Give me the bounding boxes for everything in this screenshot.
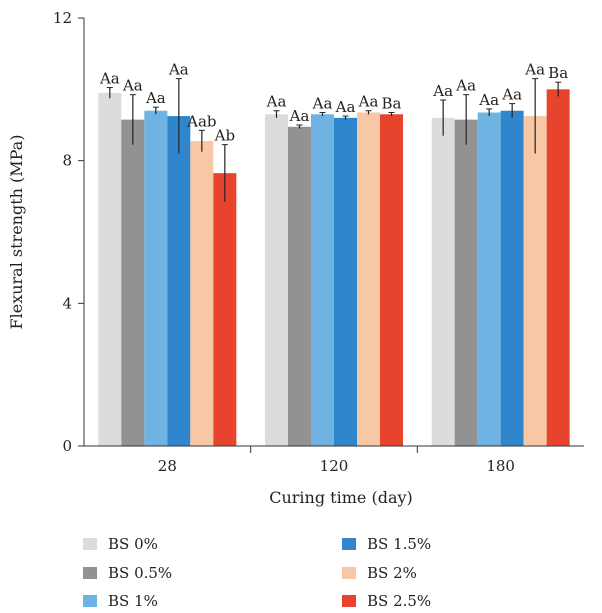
legend-item: BS 1.5% [342, 535, 431, 553]
legend-label: BS 1.5% [367, 535, 431, 553]
legend-item: BS 0.5% [83, 564, 172, 582]
legend-swatch [83, 595, 97, 607]
bar [546, 89, 570, 446]
bar [477, 112, 501, 447]
bar [334, 117, 357, 446]
bar [357, 112, 380, 447]
legend-swatch [342, 538, 356, 550]
bar [98, 92, 122, 447]
significance-label: Aa [145, 89, 166, 107]
bar [213, 173, 237, 446]
significance-label: Ab [214, 127, 235, 145]
significance-label: Aa [524, 61, 545, 79]
bar [380, 114, 403, 447]
y-axis-title: Flexural strength (MPa) [7, 135, 26, 330]
bar [144, 110, 168, 446]
significance-label: Ba [382, 95, 402, 113]
y-tick-label: 4 [62, 294, 72, 312]
legend: BS 0% BS 0.5% BS 1% BS 1.5% BS 2% BS 2.5% [83, 535, 431, 610]
legend-item: BS 1% [83, 592, 158, 610]
legend-item: BS 0% [83, 535, 158, 553]
significance-label: Aab [186, 112, 216, 130]
significance-label: Aa [122, 77, 143, 95]
bar [500, 110, 524, 446]
legend-label: BS 2.5% [367, 592, 431, 610]
x-axis-title: Curing time (day) [269, 488, 413, 507]
y-tick-label: 8 [62, 152, 72, 170]
legend-item: BS 2.5% [342, 592, 431, 610]
bar [311, 114, 334, 447]
significance-label: Aa [312, 95, 333, 113]
bar [523, 116, 547, 446]
legend-label: BS 1% [108, 592, 158, 610]
significance-label: Aa [335, 98, 356, 116]
legend-swatch [83, 538, 97, 550]
legend-item: BS 2% [342, 564, 417, 582]
x-tick-label: 28 [158, 457, 177, 475]
bar [454, 119, 478, 447]
significance-label: Aa [358, 93, 379, 111]
bar [431, 117, 455, 446]
significance-label: Aa [168, 61, 189, 79]
x-tick-label: 120 [320, 457, 349, 475]
significance-label: Aa [99, 70, 120, 88]
significance-label: Aa [266, 93, 287, 111]
legend-swatch [342, 595, 356, 607]
y-axis-ticks: 0 4 8 12 [53, 9, 84, 455]
legend-swatch [83, 567, 97, 579]
significance-label: Aa [455, 77, 476, 95]
bar [288, 126, 311, 447]
significance-label: Aa [478, 91, 499, 109]
bar [265, 114, 288, 447]
legend-swatch [342, 567, 356, 579]
significance-label: Ba [548, 64, 568, 82]
significance-label: Aa [432, 82, 453, 100]
bar [190, 141, 214, 447]
legend-label: BS 0.5% [108, 564, 172, 582]
y-tick-label: 12 [53, 9, 72, 27]
significance-label: Aa [501, 86, 522, 104]
x-axis-ticks: 28 120 180 [158, 446, 515, 475]
x-tick-label: 180 [486, 457, 515, 475]
legend-label: BS 2% [367, 564, 417, 582]
legend-label: BS 0% [108, 535, 158, 553]
y-tick-label: 0 [62, 437, 72, 455]
bar [121, 119, 145, 447]
bar [167, 116, 191, 446]
significance-label: Aa [289, 107, 310, 125]
